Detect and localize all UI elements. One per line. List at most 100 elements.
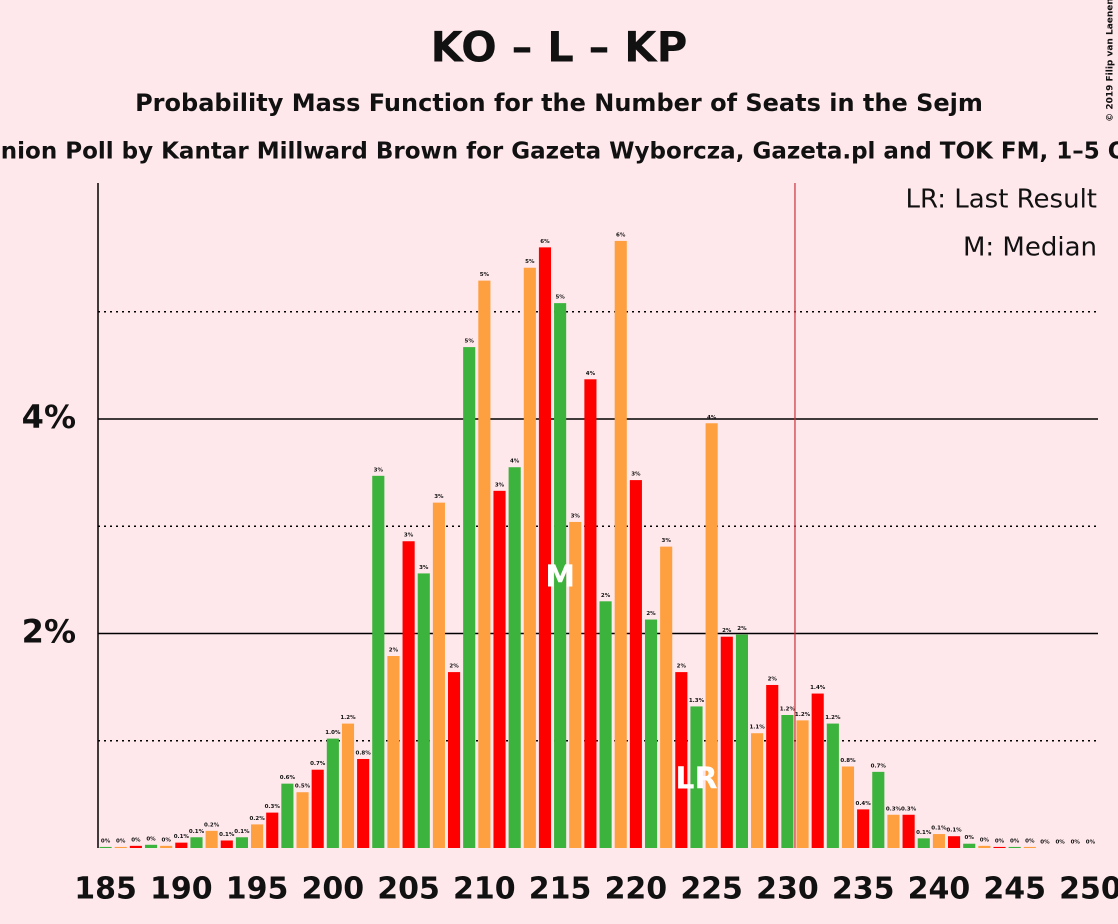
bar — [235, 837, 248, 848]
value-label: 0% — [1071, 840, 1081, 846]
bar — [432, 502, 445, 848]
value-label: 5% — [465, 339, 475, 345]
bar — [584, 379, 597, 848]
median-marker: M — [545, 560, 575, 595]
copyright: © 2019 Filip van Laenen — [1106, 0, 1116, 122]
bar — [811, 693, 824, 848]
x-tick-label: 210 — [453, 872, 516, 907]
value-label: 0.7% — [310, 761, 326, 767]
value-label: 0.8% — [840, 758, 856, 764]
bar — [251, 824, 264, 848]
legend-entry: M: Median — [963, 233, 1097, 263]
bar — [917, 838, 930, 848]
value-label: 2% — [768, 676, 778, 682]
value-label: 1.2% — [340, 715, 356, 721]
value-label: 3% — [662, 538, 672, 544]
value-label: 0% — [1010, 838, 1020, 844]
bar — [705, 423, 718, 848]
value-label: 6% — [540, 239, 550, 245]
chart-title: KO – L – KP — [431, 23, 688, 72]
value-label: 0% — [116, 838, 126, 844]
bar — [675, 672, 688, 848]
value-label: 2% — [646, 611, 656, 617]
bar — [326, 738, 339, 848]
value-label: 3% — [571, 513, 581, 519]
bar — [766, 684, 779, 848]
bar — [963, 843, 976, 848]
bar — [387, 656, 400, 848]
bar — [175, 842, 188, 848]
value-label: 0% — [995, 838, 1005, 844]
bar — [872, 771, 885, 848]
value-label: 0.1% — [219, 832, 235, 838]
value-label: 0.1% — [916, 830, 932, 836]
x-tick-label: 230 — [756, 872, 819, 907]
bar — [978, 845, 991, 848]
value-label: 0.1% — [234, 829, 250, 835]
y-tick-label: 4% — [22, 398, 76, 436]
bar — [735, 634, 748, 848]
value-label: 0% — [1055, 840, 1065, 846]
value-label: 1.1% — [749, 725, 765, 731]
value-label: 2% — [722, 628, 732, 634]
bar — [160, 845, 173, 848]
value-label: 2% — [389, 648, 399, 654]
bar — [523, 267, 536, 848]
value-label: 0% — [1086, 840, 1096, 846]
x-tick-label: 205 — [377, 872, 440, 907]
value-label: 1.0% — [325, 730, 341, 736]
value-label: 1.3% — [689, 698, 705, 704]
bar — [281, 783, 294, 848]
value-label: 0.4% — [856, 801, 872, 807]
value-label: 0% — [980, 837, 990, 843]
chart-subtitle: Probability Mass Function for the Number… — [135, 89, 983, 117]
bar — [1008, 846, 1021, 848]
x-tick-label: 200 — [302, 872, 365, 907]
value-label: 0% — [1040, 840, 1050, 846]
value-label: 0.6% — [280, 775, 296, 781]
x-tick-label: 190 — [150, 872, 213, 907]
value-label: 0% — [1025, 838, 1035, 844]
bar — [629, 480, 642, 848]
value-label: 0.1% — [946, 828, 962, 834]
bar — [205, 830, 218, 848]
poll-description: Opinion Poll by Kantar Millward Brown fo… — [0, 139, 1118, 165]
bar — [841, 766, 855, 848]
value-label: 0.5% — [295, 784, 311, 790]
bar — [751, 733, 764, 848]
value-label: 0% — [965, 835, 975, 841]
bar — [99, 846, 112, 848]
bar — [857, 809, 870, 848]
value-label: 2% — [601, 593, 611, 599]
value-label: 1.2% — [795, 712, 811, 718]
value-label: 3% — [374, 467, 384, 473]
bar — [948, 836, 961, 848]
value-label: 4% — [510, 459, 520, 465]
value-label: 0.7% — [871, 763, 887, 769]
legend-entry: LR: Last Result — [905, 185, 1097, 215]
bar — [129, 845, 142, 848]
value-label: 5% — [555, 295, 565, 301]
bar — [781, 715, 794, 848]
bar — [644, 619, 658, 848]
value-label: 2% — [449, 664, 459, 670]
value-label: 0% — [146, 836, 156, 842]
bar — [266, 812, 279, 848]
x-tick-label: 220 — [605, 872, 668, 907]
value-label: 4% — [586, 371, 596, 377]
y-tick-label: 2% — [22, 612, 76, 650]
bar — [144, 844, 158, 848]
value-label: 1.2% — [780, 707, 796, 713]
bar — [402, 541, 415, 848]
bar — [463, 347, 476, 848]
bar — [417, 573, 430, 848]
value-label: 0.3% — [886, 806, 902, 812]
bar — [190, 837, 203, 848]
bar — [114, 846, 127, 848]
x-tick-label: 195 — [226, 872, 289, 907]
value-label: 6% — [616, 232, 626, 238]
value-label: 3% — [419, 565, 429, 571]
x-tick-label: 245 — [983, 872, 1046, 907]
value-label: 3% — [404, 533, 414, 539]
